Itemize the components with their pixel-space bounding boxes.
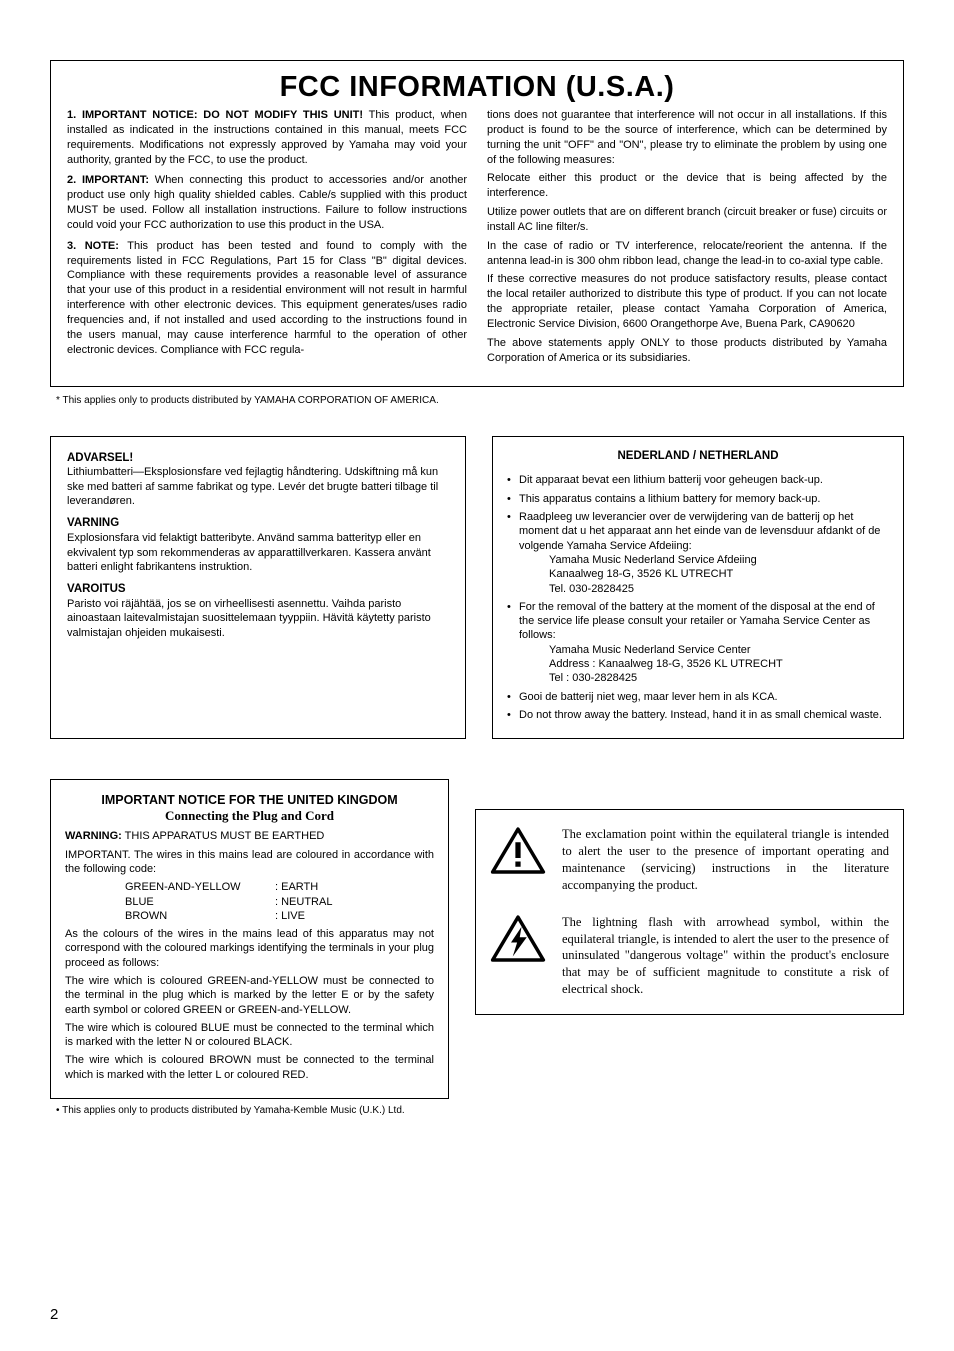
safety-symbols-box: The exclamation point within the equilat…	[475, 809, 904, 1015]
uk-p2: The wire which is coloured GREEN-and-YEL…	[65, 974, 434, 1017]
ned-item-4-text: For the removal of the battery at the mo…	[519, 601, 875, 642]
fcc-right-p2: Relocate either this product or the devi…	[487, 171, 887, 201]
advarsel-text: Lithiumbatteri—Eksplosionsfare ved fejla…	[67, 465, 449, 508]
fcc-right-p6: The above statements apply ONLY to those…	[487, 336, 887, 366]
exclamation-text: The exclamation point within the equilat…	[562, 826, 889, 894]
ned-item-4c: Tel : 030-2828425	[519, 671, 889, 685]
fcc-right-p4: In the case of radio or TV interference,…	[487, 239, 887, 269]
fcc-right-column: tions does not guarantee that interferen…	[487, 108, 887, 370]
uk-p4: The wire which is coloured BROWN must be…	[65, 1053, 434, 1082]
uk-p1: As the colours of the wires in the mains…	[65, 927, 434, 970]
uk-title-1: IMPORTANT NOTICE FOR THE UNITED KINGDOM	[65, 792, 434, 808]
uk-warning-body: THIS APPARATUS MUST BE EARTHED	[122, 830, 325, 842]
fcc-title: FCC INFORMATION (U.S.A.)	[67, 71, 887, 104]
fcc-item-1: 1. IMPORTANT NOTICE: DO NOT MODIFY THIS …	[67, 108, 467, 167]
varning-heading: VARNING	[67, 516, 449, 531]
uk-box: IMPORTANT NOTICE FOR THE UNITED KINGDOM …	[50, 779, 449, 1099]
uk-title-2: Connecting the Plug and Cord	[65, 808, 434, 825]
uk-warning-lead: WARNING:	[65, 830, 122, 842]
ned-item-3a: Yamaha Music Nederland Service Afdeiing	[519, 553, 889, 567]
ned-item-5: Gooi de batterij niet weg, maar lever he…	[507, 690, 889, 704]
fcc-right-p1: tions does not guarantee that interferen…	[487, 108, 887, 167]
ned-item-2: This apparatus contains a lithium batter…	[507, 492, 889, 506]
scandinavian-battery-box: ADVARSEL! Lithiumbatteri—Eksplosionsfare…	[50, 436, 466, 740]
uk-p3: The wire which is coloured BLUE must be …	[65, 1021, 434, 1050]
page-number: 2	[50, 1306, 58, 1323]
ned-item-3b: Kanaalweg 18-G, 3526 KL UTRECHT	[519, 567, 889, 581]
netherlands-title: NEDERLAND / NETHERLAND	[507, 449, 889, 464]
uk-important: IMPORTANT. The wires in this mains lead …	[65, 848, 434, 877]
ned-item-6: Do not throw away the battery. Instead, …	[507, 708, 889, 722]
advarsel-heading: ADVARSEL!	[67, 451, 449, 466]
fcc-right-p5: If these corrective measures do not prod…	[487, 272, 887, 331]
ned-item-1: Dit apparaat bevat een lithium batterij …	[507, 473, 889, 487]
fcc-item-3-lead: 3. NOTE:	[67, 240, 119, 252]
varoitus-heading: VAROITUS	[67, 582, 449, 597]
wire-colour-table: GREEN-AND-YELLOW: EARTH BLUE: NEUTRAL BR…	[65, 880, 434, 923]
uk-footnote: • This applies only to products distribu…	[50, 1105, 449, 1116]
fcc-item-2: 2. IMPORTANT: When connecting this produ…	[67, 173, 467, 232]
fcc-footnote: * This applies only to products distribu…	[56, 395, 904, 406]
varning-text: Explosionsfara vid felaktigt batteribyte…	[67, 531, 449, 574]
exclamation-triangle-icon	[490, 826, 546, 894]
varoitus-text: Paristo voi räjähtää, jos se on virheell…	[67, 597, 449, 640]
uk-warning: WARNING: THIS APPARATUS MUST BE EARTHED	[65, 829, 434, 843]
ned-item-4a: Yamaha Music Nederland Service Center	[519, 643, 889, 657]
ned-item-3c: Tel. 030-2828425	[519, 582, 889, 596]
netherlands-box: NEDERLAND / NETHERLAND Dit apparaat beva…	[492, 436, 904, 740]
ned-item-4b: Address : Kanaalweg 18-G, 3526 KL UTRECH…	[519, 657, 889, 671]
fcc-item-3-body: This product has been tested and found t…	[67, 240, 467, 356]
fcc-item-1-lead: 1. IMPORTANT NOTICE: DO NOT MODIFY THIS …	[67, 109, 363, 121]
wire-row-earth: GREEN-AND-YELLOW: EARTH	[125, 880, 434, 894]
fcc-item-2-lead: 2. IMPORTANT:	[67, 174, 149, 186]
lightning-triangle-icon	[490, 914, 546, 998]
lightning-text: The lightning flash with arrowhead symbo…	[562, 914, 889, 998]
fcc-box: FCC INFORMATION (U.S.A.) 1. IMPORTANT NO…	[50, 60, 904, 387]
fcc-item-3: 3. NOTE: This product has been tested an…	[67, 239, 467, 358]
fcc-right-p3: Utilize power outlets that are on differ…	[487, 205, 887, 235]
ned-item-3-text: Raadpleeg uw leverancier over de verwijd…	[519, 511, 880, 552]
ned-item-4: For the removal of the battery at the mo…	[507, 600, 889, 686]
fcc-left-column: 1. IMPORTANT NOTICE: DO NOT MODIFY THIS …	[67, 108, 467, 370]
ned-item-3: Raadpleeg uw leverancier over de verwijd…	[507, 510, 889, 596]
wire-row-live: BROWN: LIVE	[125, 909, 434, 923]
wire-row-neutral: BLUE: NEUTRAL	[125, 895, 434, 909]
